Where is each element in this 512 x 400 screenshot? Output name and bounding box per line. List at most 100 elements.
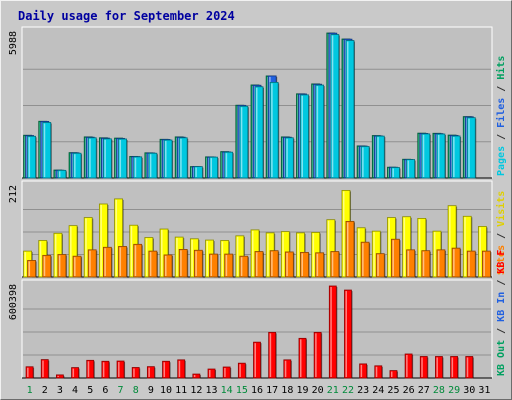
panel-kbytes-bar-kb-f-7-highlight (118, 362, 120, 377)
panel-visits-bar-sites-3-highlight (58, 255, 61, 276)
panel-visits-bar-sites-26 (406, 249, 416, 278)
panel-hits-bar-pages-23-highlight (362, 147, 364, 177)
panel-visits-bar-sites-9 (148, 250, 158, 278)
panel-visits-bar-visits-11-highlight (176, 238, 178, 276)
panel-visits-bar-sites-11 (178, 249, 188, 278)
panel-hits-legend-item-0: Pages (496, 146, 507, 176)
panel-visits-bar-sites-8-highlight (134, 245, 137, 276)
panel-kbytes-bar-kb-f-25 (389, 370, 398, 379)
panel-kbytes-bar-kb-f-11 (177, 359, 186, 379)
panel-visits-bar-sites-24-highlight (377, 254, 379, 276)
panel-visits-bar-sites-13 (209, 253, 218, 278)
panel-visits-legend-item-1: / (496, 227, 507, 245)
panel-visits-bar-visits-26-highlight (403, 217, 406, 276)
panel-visits-bar-sites-1 (27, 260, 36, 278)
panel-kbytes-bar-kb-f-18-highlight (284, 360, 287, 377)
panel-hits-bar-pages-28-highlight (437, 135, 440, 177)
panel-kbytes-bar-kb-f-27-highlight (421, 357, 423, 377)
x-tick-label-15: 15 (236, 385, 248, 396)
panel-hits-bar-pages-21-highlight (331, 35, 334, 177)
panel-visits-bar-visits-3-highlight (54, 234, 57, 276)
x-tick-label-10: 10 (160, 385, 172, 396)
panel-hits-bar-pages-4-highlight (74, 154, 76, 177)
panel-kbytes-bar-kb-f-3 (56, 374, 64, 379)
panel-visits-bar-sites-17-highlight (271, 251, 273, 276)
panel-visits-bar-sites-20 (315, 252, 325, 278)
panel-visits-bar-sites-12 (193, 249, 203, 278)
panel-hits-bar-pages-28 (436, 133, 446, 179)
panel-visits-bar-sites-10 (163, 254, 173, 278)
x-tick-label-19: 19 (296, 385, 308, 396)
panel-kbytes-bar-kb-f-22 (344, 289, 352, 379)
panel-visits-bar-visits-18-highlight (282, 232, 284, 276)
x-tick-label-22: 22 (342, 385, 354, 396)
panel-kbytes-bar-kb-f-8 (131, 367, 140, 379)
panel-kbytes-bar-kb-f-10-highlight (163, 362, 166, 377)
panel-hits-bar-pages-13-highlight (210, 158, 213, 177)
panel-hits-legend-item-3: / (496, 80, 507, 98)
panel-visits-bar-sites-6-highlight (104, 248, 106, 276)
panel-hits-bar-pages-11 (178, 137, 188, 179)
x-tick-label-27: 27 (418, 385, 430, 396)
panel-kbytes-bar-kb-f-16 (253, 341, 261, 379)
panel-visits-bar-visits-6-highlight (100, 204, 102, 276)
panel-visits-bar-visits-29-highlight (449, 206, 451, 276)
panel-visits-bar-sites-19 (300, 251, 309, 278)
panel-hits-bar-pages-24 (375, 135, 385, 179)
panel-visits-bar-sites-5-highlight (89, 250, 91, 276)
panel-kbytes-legend-item-0: KB Out (496, 340, 507, 376)
panel-hits-bar-pages-5-highlight (89, 138, 91, 177)
panel-visits-bar-sites-25-highlight (392, 240, 394, 276)
panel-kbytes-bar-kb-f-23-highlight (360, 364, 363, 377)
panel-kbytes-bar-kb-f-25-highlight (390, 371, 393, 377)
x-tick-label-1: 1 (27, 385, 33, 396)
panel-visits-bar-sites-16-highlight (256, 252, 258, 276)
panel-hits-bar-pages-20-highlight (316, 86, 319, 177)
panel-hits-bar-pages-26 (406, 159, 416, 179)
x-tick-label-25: 25 (387, 385, 399, 396)
panel-visits-bar-visits-4-highlight (70, 226, 72, 276)
panel-visits-bar-visits-27-highlight (418, 219, 421, 276)
panel-hits-bar-pages-17-highlight (271, 83, 273, 177)
panel-visits-bar-sites-24 (375, 253, 385, 278)
panel-visits-bar-sites-29 (451, 247, 461, 278)
panel-hits-legend: Pages / Files / Hits (495, 56, 507, 176)
panel-hits-bar-pages-18-highlight (286, 138, 288, 177)
panel-visits-bar-sites-2 (42, 254, 52, 278)
panel-kbytes-bar-kb-f-22-highlight (345, 291, 347, 377)
panel-visits-bar-visits-28-highlight (433, 232, 436, 276)
panel-kbytes-bar-kb-f-1-highlight (27, 367, 29, 377)
panel-kbytes-legend-item-2: KB In (496, 292, 507, 322)
panel-hits-bar-pages-15-highlight (240, 107, 243, 177)
panel-visits-bar-visits-31-highlight (479, 227, 481, 276)
panel-hits-bar-pages-14 (224, 151, 234, 179)
panel-visits-bar-visits-24-highlight (373, 232, 375, 276)
panel-kbytes-bar-kb-f-15 (237, 362, 246, 379)
panel-visits-bar-visits-22-highlight (342, 191, 345, 276)
panel-kbytes-bar-kb-f-2-highlight (42, 360, 44, 377)
panel-hits-bar-pages-4 (72, 152, 82, 179)
panel-kbytes-bar-kb-f-20 (313, 331, 322, 379)
panel-kbytes-bar-kb-f-14-highlight (224, 368, 226, 377)
panel-hits-bar-pages-23 (360, 146, 370, 179)
panel-hits-bar-pages-6-highlight (104, 139, 106, 177)
panel-visits-bar-sites-9-highlight (149, 252, 152, 276)
panel-hits-bar-pages-27-highlight (422, 134, 425, 177)
panel-visits-bar-sites-2-highlight (43, 256, 46, 276)
x-tick-label-28: 28 (433, 385, 445, 396)
panel-kbytes-max-label: 600398 (8, 284, 19, 320)
panel-visits-bar-sites-14 (224, 253, 234, 278)
panel-hits-bar-pages-19-highlight (301, 95, 303, 177)
panel-hits: 5988 Pages / Files / Hits (8, 26, 507, 179)
panel-kbytes-bar-kb-f-5 (86, 359, 95, 379)
panel-kbytes-bar-kb-f-30-highlight (466, 357, 469, 377)
panel-visits-bar-visits-2-highlight (39, 241, 42, 276)
x-axis: 1 2 3 4 5 6 7 8 9 10 11 12 13 14 15 16 17 18 19 20 21 22 23 24 2… (27, 385, 491, 396)
panel-kbytes-bar-kb-f-18 (283, 359, 292, 379)
panel-hits-bar-pages-12-highlight (195, 167, 197, 177)
panel-visits-bar-sites-30 (466, 250, 476, 278)
panel-hits-bar-pages-27 (421, 133, 431, 179)
panel-hits-bar-pages-19 (300, 94, 309, 179)
panel-visits-bar-visits-12-highlight (191, 239, 193, 276)
panel-visits: 212 Sites / Visits (8, 180, 507, 278)
